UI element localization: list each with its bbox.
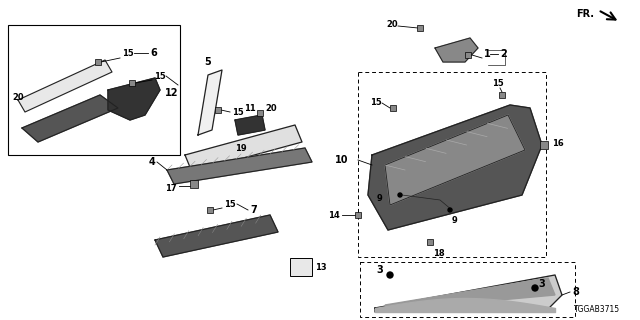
Polygon shape [375,275,562,312]
Text: 7: 7 [250,205,257,215]
Polygon shape [465,52,471,58]
Text: 15: 15 [370,98,381,107]
Polygon shape [207,207,213,213]
Text: 16: 16 [552,139,564,148]
Text: 3: 3 [376,265,383,275]
Text: 15: 15 [154,71,166,81]
Text: 5: 5 [205,57,211,67]
Text: 10: 10 [335,155,348,165]
Text: 3: 3 [538,279,545,289]
Text: 18: 18 [433,249,445,258]
Polygon shape [540,141,548,149]
Text: 9: 9 [452,215,458,225]
Polygon shape [355,212,361,218]
Text: 9: 9 [376,194,382,203]
Polygon shape [155,215,278,257]
Circle shape [532,285,538,291]
Text: 4: 4 [148,157,155,167]
Text: 11: 11 [244,103,256,113]
Polygon shape [435,38,478,62]
Polygon shape [129,80,135,86]
Text: 2: 2 [500,49,507,59]
Bar [290,258,312,276]
Polygon shape [390,105,396,111]
Polygon shape [22,95,118,142]
Polygon shape [427,239,433,245]
Polygon shape [499,92,505,98]
Text: FR.: FR. [576,9,594,19]
Circle shape [448,208,452,212]
Text: 15: 15 [224,199,236,209]
Text: 15: 15 [492,78,504,87]
Polygon shape [95,59,101,65]
Text: 1: 1 [484,49,491,59]
Polygon shape [185,125,302,172]
Polygon shape [385,278,555,310]
Polygon shape [215,107,221,113]
Text: 8: 8 [572,287,579,297]
Polygon shape [167,148,312,184]
Polygon shape [417,25,423,31]
Polygon shape [235,115,265,135]
Polygon shape [257,110,263,116]
Text: 14: 14 [328,211,340,220]
Polygon shape [190,180,198,188]
Polygon shape [18,60,112,112]
Polygon shape [385,115,525,205]
Text: TGGAB3715: TGGAB3715 [574,306,620,315]
Bar [360,262,575,317]
Text: 15: 15 [232,108,244,116]
Text: 20: 20 [12,92,24,101]
Circle shape [387,272,393,278]
Text: 6: 6 [150,48,157,58]
Text: 19: 19 [235,143,246,153]
Circle shape [398,193,402,197]
Text: 17: 17 [165,183,177,193]
Text: 12: 12 [165,88,179,98]
Text: 20: 20 [265,103,276,113]
Polygon shape [368,105,542,230]
Bar [358,72,546,257]
Bar [8,25,180,155]
Polygon shape [108,78,160,120]
Text: 13: 13 [315,262,326,271]
Text: 20: 20 [387,20,398,28]
Text: 15: 15 [122,49,134,58]
Polygon shape [198,70,222,135]
